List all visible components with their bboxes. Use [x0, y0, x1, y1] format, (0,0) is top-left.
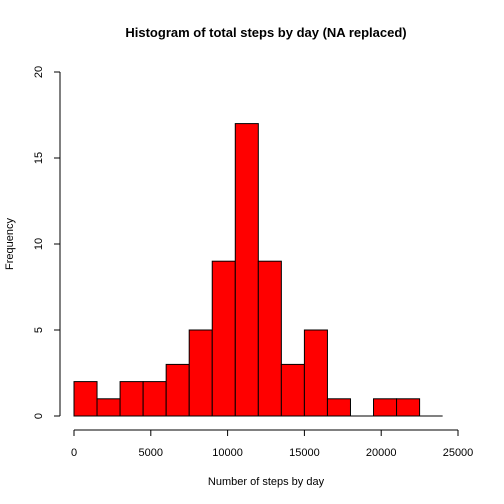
histogram-bar-2: [119, 381, 144, 417]
histogram-bar-9: [280, 363, 305, 417]
y-axis: 0 5 10 15 20: [33, 66, 61, 419]
y-tick-label: 0: [33, 413, 45, 419]
bars-group: [73, 123, 443, 417]
x-tick-label: 10000: [212, 447, 243, 459]
histogram-bar-11: [326, 398, 351, 417]
x-tick-label: 5000: [139, 447, 163, 459]
y-tick-label: 5: [33, 327, 45, 333]
x-tick-label: 20000: [366, 447, 397, 459]
histogram-bar-8: [257, 260, 282, 417]
histogram-bar-5: [188, 329, 213, 417]
x-axis-label: Number of steps by day: [208, 476, 325, 488]
histogram-bar-6: [211, 260, 236, 417]
x-tick-label: 15000: [289, 447, 320, 459]
y-tick-label: 10: [33, 238, 45, 250]
histogram-bar-1: [96, 398, 121, 417]
x-tick-label: 0: [71, 447, 77, 459]
y-tick-label: 15: [33, 152, 45, 164]
histogram-bar-3: [142, 381, 167, 417]
histogram-bar-13: [373, 398, 398, 417]
y-tick-label: 20: [33, 66, 45, 78]
chart-title: Histogram of total steps by day (NA repl…: [125, 25, 406, 40]
x-axis: 0 5000 10000 15000 20000 25000: [71, 429, 474, 459]
histogram-bar-4: [165, 363, 190, 417]
y-axis-label: Frequency: [4, 218, 16, 270]
histogram-bar-7: [234, 123, 259, 417]
histogram-bar-0: [73, 381, 98, 417]
histogram-bar-14: [396, 398, 421, 417]
x-tick-label: 25000: [443, 447, 474, 459]
histogram-bar-10: [303, 329, 328, 417]
